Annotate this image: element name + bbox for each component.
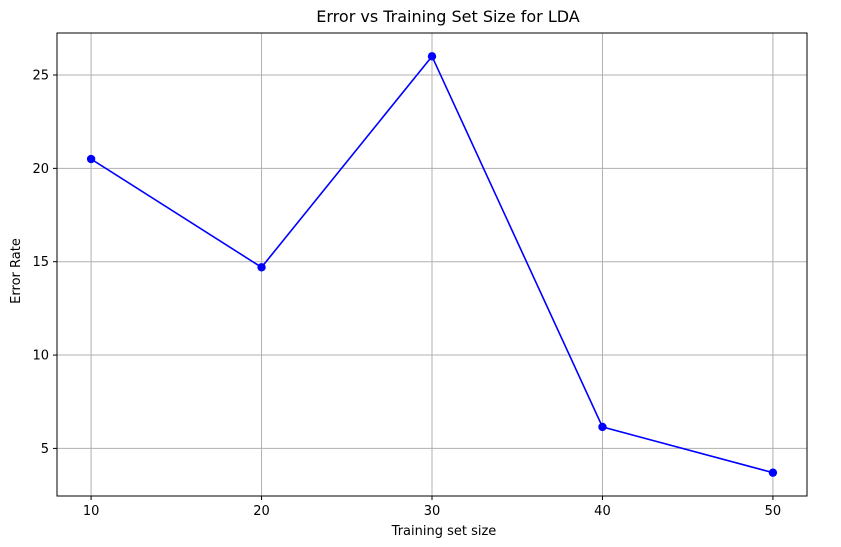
data-point: [257, 263, 266, 272]
y-tick-label: 25: [32, 69, 49, 84]
x-tick-label: 20: [253, 504, 270, 519]
grid: [57, 33, 807, 496]
series: [86, 52, 778, 477]
y-tick-label: 5: [41, 442, 49, 457]
chart-title: Error vs Training Set Size for LDA: [316, 7, 580, 26]
x-tick-label: 10: [83, 504, 100, 519]
axes: 10 20 30 40 50 5 10 15 20 25: [32, 32, 808, 519]
x-axis-label: Training set size: [391, 524, 497, 539]
y-axis-label: Error Rate: [9, 238, 24, 304]
x-tick-label: 50: [765, 504, 782, 519]
x-tick-label: 30: [424, 504, 441, 519]
y-tick-label: 20: [32, 162, 49, 177]
data-point: [427, 52, 437, 61]
y-tick-label: 10: [32, 349, 49, 364]
data-point: [86, 154, 96, 164]
x-tick-label: 40: [594, 504, 611, 519]
data-point: [768, 468, 778, 477]
data-point: [598, 422, 607, 432]
y-tick-label: 15: [32, 255, 49, 270]
